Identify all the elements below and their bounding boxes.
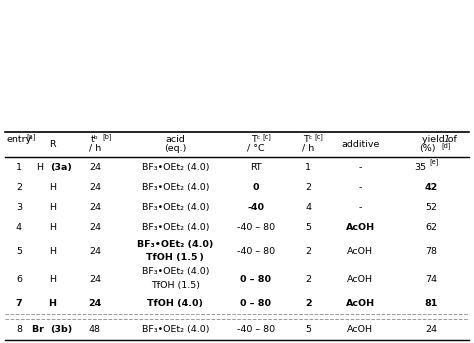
Text: -40: -40 (247, 203, 264, 212)
Text: 35: 35 (414, 163, 427, 172)
Text: TfOH (1.5 ): TfOH (1.5 ) (146, 253, 204, 262)
Text: 5: 5 (305, 223, 311, 232)
Text: 7: 7 (16, 299, 22, 308)
Text: 2: 2 (305, 299, 311, 308)
Text: / °C: / °C (247, 144, 265, 153)
Text: TfOH (1.5): TfOH (1.5) (151, 281, 200, 290)
Text: 24: 24 (89, 163, 101, 172)
Text: 6: 6 (16, 275, 22, 284)
Text: 0 – 80: 0 – 80 (240, 299, 272, 308)
Text: 2: 2 (305, 183, 311, 192)
Text: 2: 2 (16, 183, 22, 192)
Text: -40 – 80: -40 – 80 (237, 247, 275, 256)
Text: [a]: [a] (27, 134, 36, 140)
Text: entry: entry (6, 135, 32, 144)
Text: BF₃•OEt₂ (4.0): BF₃•OEt₂ (4.0) (142, 325, 209, 334)
Text: acid: acid (165, 135, 185, 144)
Text: 1: 1 (443, 135, 449, 144)
Text: 2: 2 (305, 247, 311, 256)
Text: 5: 5 (305, 325, 311, 334)
Text: 1: 1 (16, 163, 22, 172)
Text: H: H (49, 275, 55, 284)
Text: BF₃•OEt₂ (4.0): BF₃•OEt₂ (4.0) (142, 163, 209, 172)
Text: BF₃•OEt₂ (4.0): BF₃•OEt₂ (4.0) (137, 239, 214, 249)
Text: / h: / h (89, 144, 101, 153)
Text: BF₃•OEt₂ (4.0): BF₃•OEt₂ (4.0) (142, 223, 209, 232)
Text: 8: 8 (16, 325, 22, 334)
Text: AcOH: AcOH (347, 325, 373, 334)
Text: -: - (358, 163, 362, 172)
Text: 42: 42 (425, 183, 438, 192)
Text: 24: 24 (89, 275, 101, 284)
Text: [c]: [c] (263, 134, 272, 140)
Text: AcOH: AcOH (347, 275, 373, 284)
Text: 74: 74 (425, 275, 438, 284)
Text: (3a): (3a) (50, 163, 72, 172)
Text: 48: 48 (89, 325, 101, 334)
Text: 1: 1 (305, 163, 311, 172)
Text: 2: 2 (305, 275, 311, 284)
Text: 24: 24 (89, 183, 101, 192)
Text: H: H (49, 223, 55, 232)
Text: 4: 4 (16, 223, 22, 232)
Text: 0: 0 (253, 183, 259, 192)
Text: 0 – 80: 0 – 80 (240, 275, 272, 284)
Text: tᵇ: tᵇ (91, 135, 99, 144)
Text: BF₃•OEt₂ (4.0): BF₃•OEt₂ (4.0) (142, 203, 209, 212)
Text: R: R (49, 140, 55, 149)
Text: TfOH (4.0): TfOH (4.0) (147, 299, 203, 308)
Text: (%): (%) (419, 144, 436, 153)
Text: 24: 24 (425, 325, 438, 334)
Text: -40 – 80: -40 – 80 (237, 223, 275, 232)
Text: -40 – 80: -40 – 80 (237, 325, 275, 334)
Text: Br: Br (32, 325, 47, 334)
Text: 3: 3 (16, 203, 22, 212)
Text: 24: 24 (88, 299, 101, 308)
Text: -: - (358, 183, 362, 192)
Text: 24: 24 (89, 247, 101, 256)
Text: 52: 52 (425, 203, 438, 212)
Text: H: H (49, 183, 55, 192)
Text: (eq.): (eq.) (164, 144, 187, 153)
Text: 78: 78 (425, 247, 438, 256)
Text: [e]: [e] (429, 158, 438, 165)
Text: AcOH: AcOH (346, 299, 375, 308)
Text: 81: 81 (425, 299, 438, 308)
Text: (3b): (3b) (50, 325, 72, 334)
Text: -: - (358, 203, 362, 212)
Text: Tᶜ: Tᶜ (303, 135, 313, 144)
Text: / h: / h (302, 144, 314, 153)
Text: H: H (37, 163, 47, 172)
Text: 5: 5 (16, 247, 22, 256)
Text: 24: 24 (89, 223, 101, 232)
Text: H: H (49, 247, 55, 256)
Text: [c]: [c] (315, 134, 324, 140)
Text: [b]: [b] (102, 134, 112, 140)
Text: BF₃•OEt₂ (4.0): BF₃•OEt₂ (4.0) (142, 183, 209, 192)
Text: AcOH: AcOH (347, 247, 373, 256)
Text: AcOH: AcOH (346, 223, 375, 232)
Text: yield of: yield of (422, 135, 460, 144)
Text: Tᶜ: Tᶜ (251, 135, 261, 144)
Text: 24: 24 (89, 203, 101, 212)
Text: RT: RT (250, 163, 262, 172)
Text: 62: 62 (425, 223, 438, 232)
Text: H: H (49, 203, 55, 212)
Text: additive: additive (341, 140, 379, 149)
Text: BF₃•OEt₂ (4.0): BF₃•OEt₂ (4.0) (142, 268, 209, 276)
Text: H: H (48, 299, 56, 308)
Text: 4: 4 (305, 203, 311, 212)
Text: [d]: [d] (442, 142, 451, 149)
